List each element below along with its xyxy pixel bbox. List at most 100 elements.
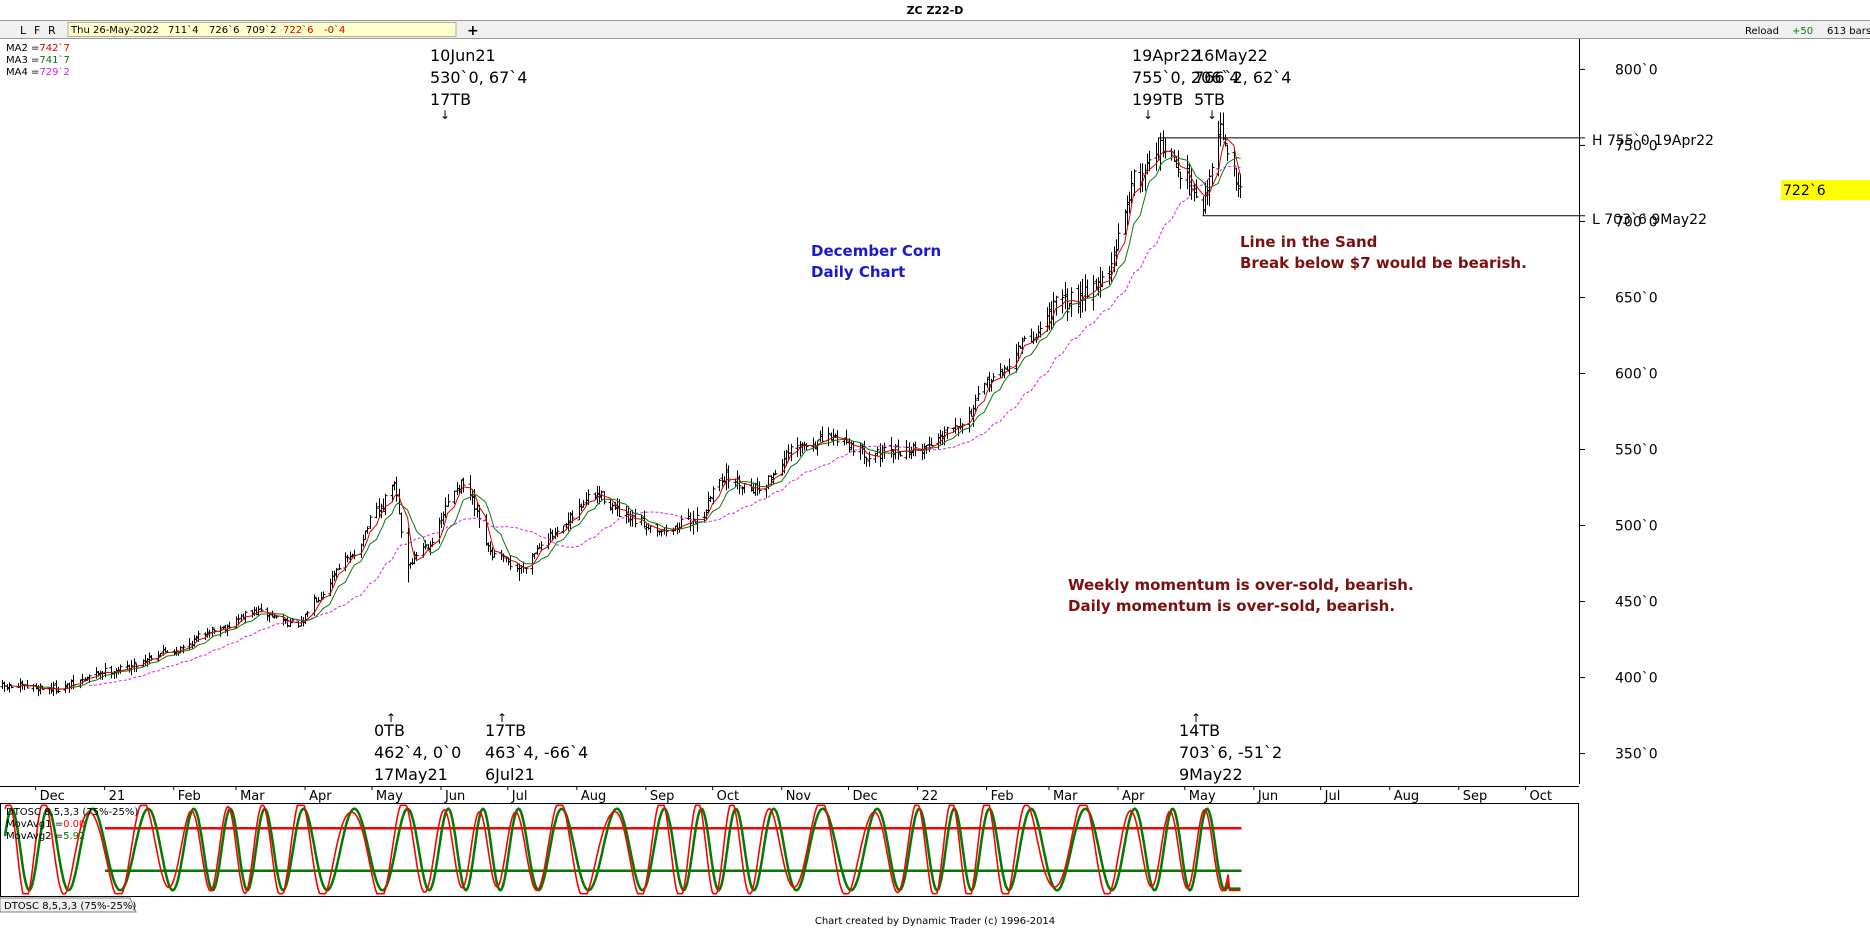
pivot-may22-low-price: 703`6, -51`2 bbox=[1179, 743, 1282, 762]
pivot-may22-low-arrow: ↑ bbox=[1191, 711, 1201, 725]
x-tick-label: Sep bbox=[1463, 789, 1488, 804]
price-bar bbox=[873, 452, 878, 464]
price-bar bbox=[1007, 358, 1012, 375]
price-bar bbox=[1054, 295, 1059, 316]
price-bar bbox=[602, 491, 607, 505]
price-bar bbox=[461, 477, 466, 493]
oscillator-tab[interactable] bbox=[0, 897, 137, 913]
pivot-jul21-date: 6Jul21 bbox=[485, 765, 535, 784]
price-bar bbox=[486, 542, 491, 553]
x-tick-label: Apr bbox=[1122, 789, 1145, 804]
price-bar bbox=[1178, 171, 1183, 190]
price-bar bbox=[1069, 287, 1074, 317]
x-tick-label: Jun bbox=[1257, 789, 1278, 804]
reload-step[interactable]: +50 bbox=[1792, 26, 1813, 37]
price-bar bbox=[212, 628, 217, 634]
price-axis: 350`0 400`0 450`0 500`0 550`0 600`0 650`0 700`0… bbox=[1579, 62, 1658, 763]
price-bar bbox=[7, 682, 12, 693]
price-bar bbox=[345, 554, 350, 563]
pivot-jul21: ↑ 17TB 463`4, -66`4 6Jul21 bbox=[485, 711, 588, 784]
oscillator-title: DTOSC 8,5,3,3 (75%-25%) bbox=[6, 807, 138, 818]
bar-count: 613 bars bbox=[1827, 26, 1870, 37]
x-tick-label: Feb bbox=[178, 789, 201, 804]
price-bar bbox=[394, 476, 399, 502]
info-close: 722`6 bbox=[283, 24, 313, 36]
x-tick-label: Oct bbox=[717, 789, 739, 804]
price-bar bbox=[539, 541, 544, 552]
y-tick-label: 800`0 bbox=[1615, 62, 1658, 78]
pivot-jun21-date: 10Jun21 bbox=[430, 46, 496, 65]
price-bar bbox=[1189, 168, 1194, 200]
price-bar bbox=[316, 596, 321, 603]
price-bars bbox=[0, 112, 1243, 697]
reload-button[interactable]: Reload bbox=[1745, 26, 1779, 37]
oscillator-tab-label[interactable]: DTOSC 8,5,3,3 (75%-25%) bbox=[4, 901, 136, 912]
price-bar bbox=[147, 652, 152, 665]
price-bar bbox=[267, 613, 272, 623]
price-bar bbox=[1047, 302, 1052, 331]
price-bar bbox=[337, 563, 342, 571]
price-bar bbox=[2, 681, 7, 692]
info-low: 709`2 bbox=[246, 24, 276, 36]
price-bar bbox=[259, 603, 264, 613]
pivot-jul21-arrow: ↑ bbox=[497, 711, 507, 725]
x-tick-label: Jul bbox=[1324, 789, 1341, 804]
high-line-label: H 755`0 19Apr22 bbox=[1592, 133, 1714, 149]
toolbar-button-l[interactable]: L bbox=[20, 24, 27, 37]
toolbar-button-f[interactable]: F bbox=[34, 24, 40, 37]
title-bar bbox=[0, 0, 1870, 20]
pivot-jun21: 10Jun21 530`0, 67`4 17TB ↓ bbox=[430, 46, 527, 122]
price-bar bbox=[477, 504, 482, 528]
pivot-may21-price: 462`4, 0`0 bbox=[374, 743, 461, 762]
price-bar bbox=[532, 552, 537, 560]
add-panel-button[interactable]: + bbox=[467, 23, 479, 39]
price-bar bbox=[1038, 321, 1043, 338]
ma-legend: MA2 =742`7 MA3 =741`7 MA4 =729`2 bbox=[6, 42, 70, 78]
pivot-apr22-price: 755`0, 206`4 bbox=[1132, 68, 1240, 87]
last-price-label: 722`6 bbox=[1783, 183, 1826, 199]
price-bar bbox=[724, 463, 729, 491]
y-tick-label: 750`0 bbox=[1615, 138, 1658, 154]
x-tick-label: Jun bbox=[444, 789, 465, 804]
price-bar bbox=[593, 492, 598, 500]
pivot-may22-low-date: 9May22 bbox=[1179, 765, 1243, 784]
pivot-may22-low-count: 14TB bbox=[1179, 721, 1220, 740]
price-bar bbox=[555, 526, 560, 538]
x-tick-label: Feb bbox=[991, 789, 1014, 804]
price-bar bbox=[842, 439, 847, 446]
ma2-legend-label: MA2 =742`7 bbox=[6, 42, 70, 54]
price-bar bbox=[920, 443, 925, 461]
ma4-line bbox=[89, 165, 1241, 686]
pivot-apr22-date: 19Apr22 bbox=[1132, 46, 1200, 65]
y-tick-label: 700`0 bbox=[1615, 214, 1658, 230]
price-bar bbox=[945, 426, 950, 440]
info-date: Thu 26-May-2022 bbox=[70, 25, 159, 36]
date-axis: Dec 21 Feb Mar Apr May Jun Jul Aug Sep Oct Nov Dec 22… bbox=[35, 786, 1552, 804]
price-bar bbox=[630, 509, 635, 527]
toolbar-button-r[interactable]: R bbox=[48, 24, 56, 37]
x-tick-label: Mar bbox=[240, 789, 265, 804]
price-bar bbox=[236, 614, 241, 626]
price-bar bbox=[864, 456, 869, 467]
x-tick-label: Mar bbox=[1053, 789, 1078, 804]
oscillator-fast-line bbox=[4, 804, 1241, 895]
price-bar bbox=[1221, 112, 1226, 141]
price-bar bbox=[156, 651, 161, 662]
price-bar bbox=[985, 377, 990, 388]
y-tick-label: 450`0 bbox=[1615, 595, 1658, 611]
x-tick-label: Aug bbox=[581, 789, 606, 804]
price-bar bbox=[889, 437, 894, 458]
price-bar bbox=[773, 469, 778, 475]
price-bar bbox=[726, 465, 731, 489]
price-bar bbox=[922, 443, 927, 460]
price-bar bbox=[1129, 171, 1134, 204]
ma3-line bbox=[26, 155, 1241, 690]
pivot-jun21-count: 17TB bbox=[430, 90, 471, 109]
price-bar bbox=[508, 555, 513, 571]
price-bar bbox=[256, 605, 261, 616]
chart-label-line1: December Corn bbox=[811, 242, 941, 260]
ma2-line bbox=[11, 138, 1241, 690]
price-bar bbox=[1063, 282, 1068, 310]
price-bar bbox=[1176, 150, 1181, 178]
line-in-sand-text: Break below $7 would be bearish. bbox=[1240, 254, 1527, 272]
